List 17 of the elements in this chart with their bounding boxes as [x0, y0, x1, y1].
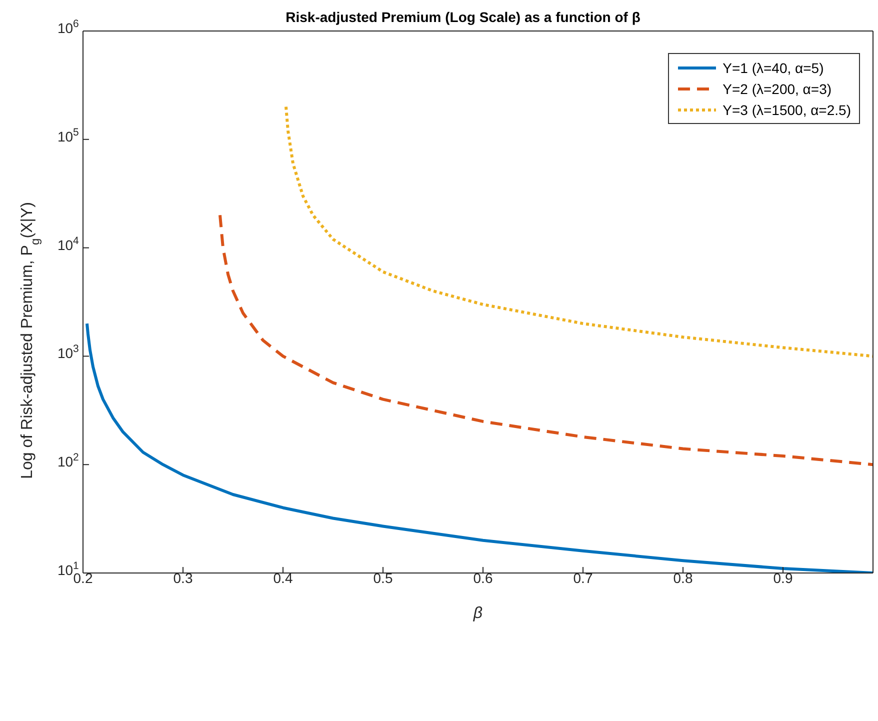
x-axis-title: β [472, 605, 483, 622]
y-tick-label: 10$^{2}$ [57, 452, 80, 470]
y-tick-label: 10$^{4}$ [57, 234, 80, 253]
legend-label: Y=3 (λ=1500, α=2.5) [722, 102, 851, 118]
x-tick-label: 0.9 [773, 570, 793, 586]
x-tick-label: 0.7 [573, 570, 593, 586]
x-tick-label: 0.5 [373, 570, 393, 586]
y-tick-label: 10$^{3}$ [57, 343, 80, 362]
legend-label: Y=2 (λ=200, α=3) [722, 80, 832, 96]
x-tick-label: 0.8 [673, 570, 693, 586]
chart-title: Risk-adjusted Premium (Log Scale) as a function of β [286, 9, 641, 25]
x-tick-label: 0.6 [473, 570, 493, 586]
x-tick-label: 0.4 [273, 570, 293, 586]
y-tick-label: 10$^{6}$ [57, 18, 80, 36]
legend-label: Y=1 (λ=40, α=5) [722, 60, 824, 76]
x-tick-label: 0.3 [173, 570, 193, 586]
y-tick-label: 10$^{5}$ [57, 126, 80, 144]
